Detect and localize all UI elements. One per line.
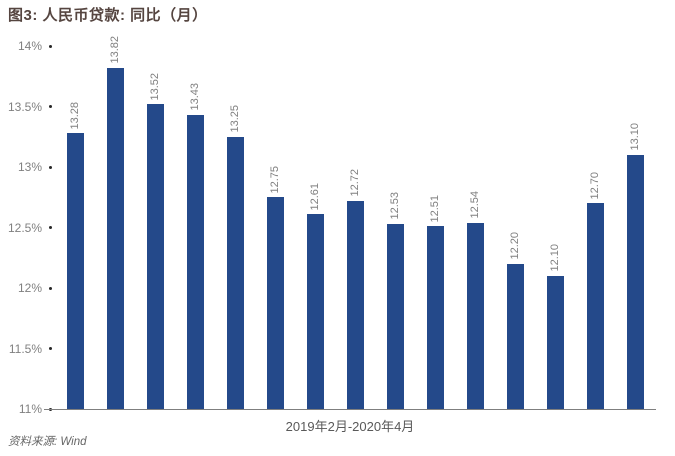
source-note: 资料来源: Wind — [8, 436, 87, 448]
bar-value-label: 12.54 — [469, 191, 481, 219]
bar-value-label: 13.82 — [109, 36, 121, 64]
bar — [586, 203, 604, 409]
bar — [306, 214, 324, 409]
bar — [546, 275, 564, 409]
y-tick-dot — [49, 286, 52, 290]
x-axis-line — [44, 409, 656, 410]
bar — [346, 200, 364, 409]
y-tick-dot — [49, 347, 52, 350]
y-tick-label: 13% — [17, 160, 42, 174]
bar — [186, 114, 204, 409]
bar-value-label: 12.51 — [429, 194, 441, 223]
bar-value-label: 13.52 — [149, 72, 161, 101]
bar-value-label: 13.28 — [69, 101, 81, 130]
bar — [106, 67, 124, 409]
y-tick-label: 12.5% — [7, 220, 42, 235]
y-tick-label: 11.5% — [8, 341, 42, 356]
chart-title: 图3: 人民币贷款: 同比（月） — [8, 7, 208, 24]
bar — [386, 223, 404, 409]
bar-value-label: 12.61 — [309, 182, 321, 211]
y-tick-dot — [49, 44, 52, 48]
y-tick-label: 13.5% — [7, 99, 42, 114]
bar-value-label: 12.53 — [389, 192, 401, 220]
bar-value-label: 12.75 — [269, 165, 281, 194]
y-tick-label: 11% — [18, 402, 42, 416]
y-tick-dot — [49, 165, 52, 169]
y-tick-dot — [49, 226, 52, 229]
bar — [466, 222, 484, 409]
bar-value-label: 12.10 — [549, 244, 561, 272]
bar-value-label: 13.10 — [629, 123, 641, 151]
bar — [626, 154, 644, 409]
bar-value-label: 12.70 — [589, 171, 601, 200]
bar-value-label: 13.43 — [189, 83, 201, 111]
y-tick-label: 12% — [17, 281, 42, 295]
y-tick-label: 14% — [17, 39, 42, 53]
bar-value-label: 12.72 — [349, 169, 361, 197]
x-axis-label: 2019年2月-2020年4月 — [285, 419, 415, 434]
bar — [426, 226, 444, 409]
bar — [226, 136, 244, 409]
y-tick-dot — [49, 105, 52, 108]
bar — [146, 104, 164, 409]
bar-value-label: 12.20 — [509, 232, 521, 260]
bar-value-label: 13.25 — [229, 105, 241, 133]
bar — [266, 197, 284, 409]
bar — [506, 263, 524, 409]
bar — [66, 133, 84, 409]
